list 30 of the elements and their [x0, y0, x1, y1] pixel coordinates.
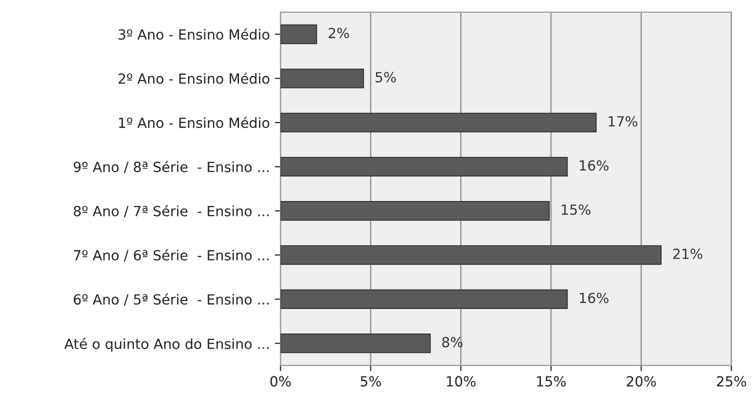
x-tick-label: 20%	[626, 376, 656, 387]
bar	[280, 289, 568, 309]
x-tick-label: 15%	[537, 376, 566, 387]
y-tick-label: 9º Ano / 8ª Série - Ensino ...	[74, 160, 269, 174]
x-tick-label: 10%	[446, 376, 476, 387]
y-tick-label: Até o quinto Ano do Ensino ...	[64, 338, 269, 352]
y-tick-label: 3º Ano - Ensino Médio	[118, 28, 270, 40]
y-tick-label: 6º Ano / 5ª Série - Ensino ...	[74, 293, 269, 306]
y-tick-label: 1º Ano - Ensino Médio	[119, 116, 270, 128]
y-tick-label: 7º Ano / 6ª Série - Ensino ...	[74, 249, 269, 262]
bar	[280, 24, 318, 44]
data-label: 2%	[328, 28, 349, 38]
data-label: 16%	[580, 292, 608, 304]
data-label: 16%	[580, 160, 608, 171]
bar	[280, 201, 550, 221]
data-label: 21%	[673, 248, 702, 260]
bar	[280, 68, 364, 88]
bar	[280, 245, 662, 265]
y-tick-label: 8º Ano / 7ª Série - Ensino ...	[74, 205, 269, 218]
data-label: 5%	[376, 72, 396, 82]
x-tick-label: 5%	[360, 376, 381, 387]
data-label: 15%	[562, 204, 590, 215]
bar	[280, 112, 597, 132]
bar	[280, 156, 568, 177]
y-tick-label: 2º Ano - Ensino Médio	[118, 72, 270, 84]
data-label: 8%	[442, 336, 463, 348]
bar	[280, 333, 431, 354]
x-tick-label: 0%	[270, 376, 291, 387]
data-label: 17%	[608, 116, 638, 127]
x-tick-label: 25%	[716, 376, 746, 387]
